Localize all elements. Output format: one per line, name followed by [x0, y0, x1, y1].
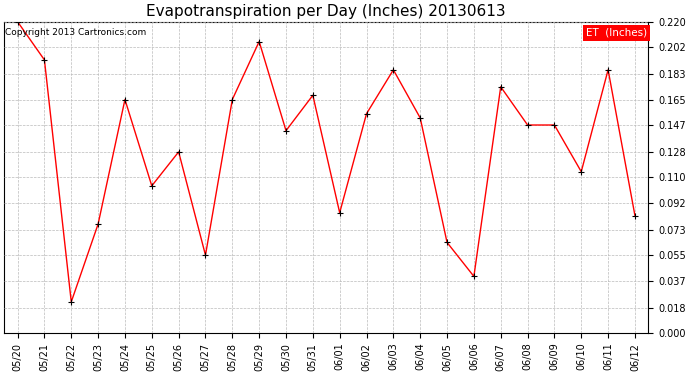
- Title: Evapotranspiration per Day (Inches) 20130613: Evapotranspiration per Day (Inches) 2013…: [146, 4, 506, 19]
- Text: ET  (Inches): ET (Inches): [586, 28, 647, 38]
- Text: Copyright 2013 Cartronics.com: Copyright 2013 Cartronics.com: [6, 28, 147, 37]
